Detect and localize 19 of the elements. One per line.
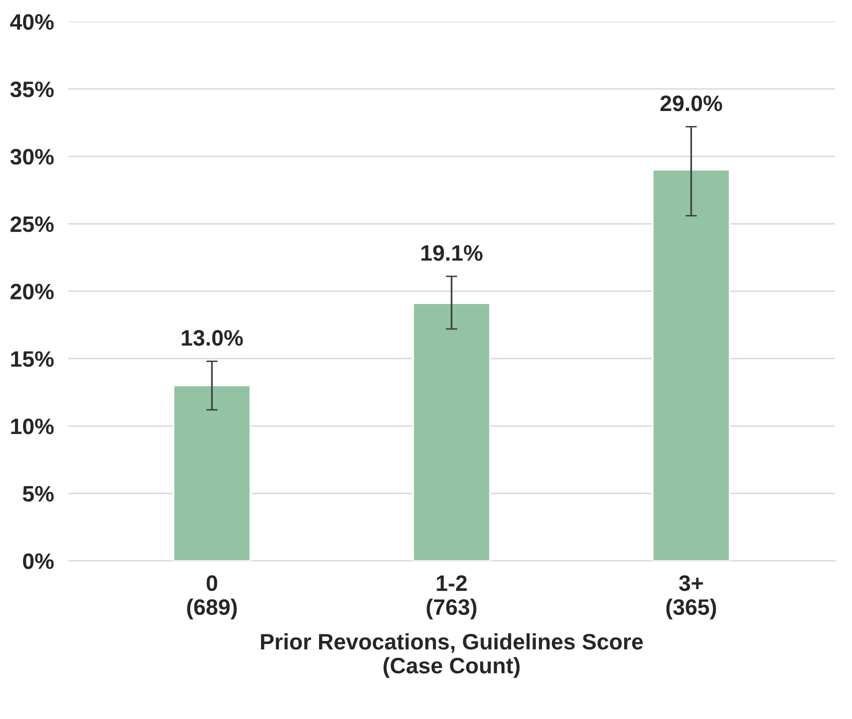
y-tick-label: 40% bbox=[10, 14, 54, 30]
y-tick-label: 10% bbox=[11, 418, 54, 434]
bar bbox=[172, 384, 251, 561]
y-tick-label: 15% bbox=[11, 351, 54, 367]
data-label: 13.0% bbox=[182, 330, 243, 346]
bar bbox=[652, 169, 730, 561]
data-label: 19.1% bbox=[421, 245, 482, 261]
y-tick-label: 30% bbox=[10, 148, 54, 165]
x-tick-label: 0 (689) bbox=[187, 575, 237, 620]
x-axis-title: Prior Revocations, Guidelines Score (Case Count) bbox=[261, 633, 643, 678]
bar bbox=[412, 302, 491, 561]
data-label: 29.0% bbox=[660, 95, 722, 112]
y-tick-label: 25% bbox=[10, 216, 54, 232]
x-tick-label: 3+ (365) bbox=[666, 575, 716, 620]
y-tick-label: 0% bbox=[23, 553, 54, 570]
y-tick-label: 20% bbox=[10, 284, 54, 300]
y-tick-label: 5% bbox=[22, 486, 54, 502]
y-tick-label: 35% bbox=[10, 82, 54, 98]
x-tick-label: 1-2 (763) bbox=[426, 575, 476, 620]
